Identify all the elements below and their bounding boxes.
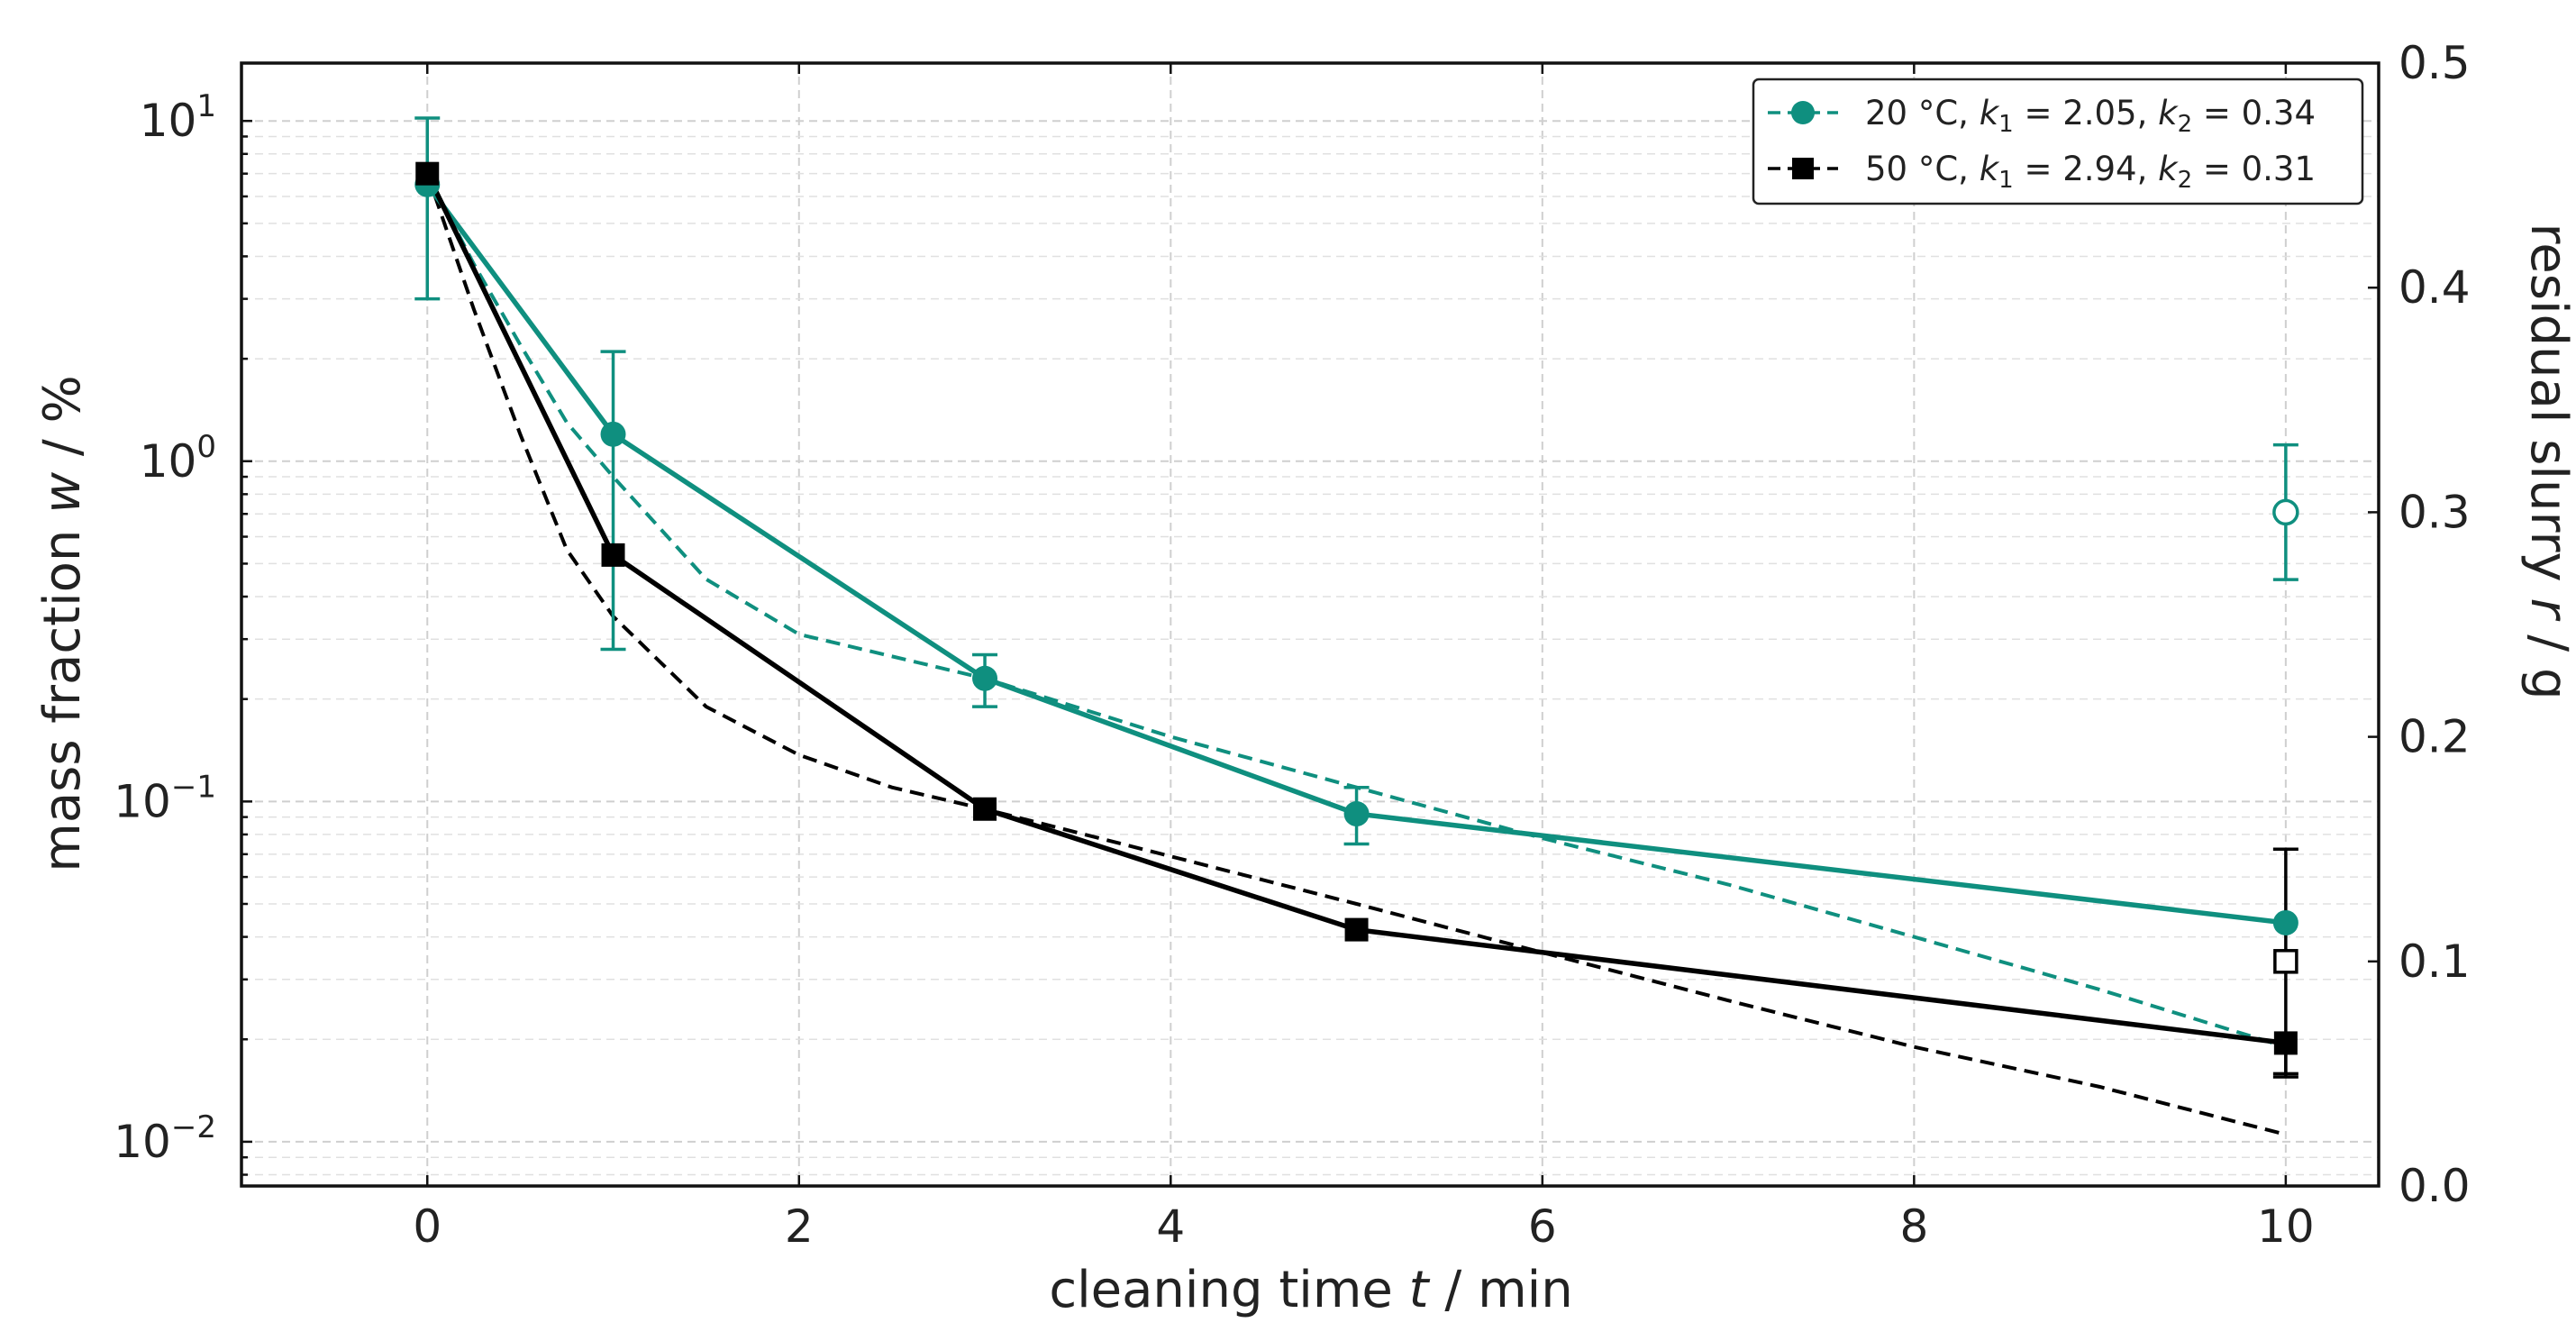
y2-tick-label: 0.0 bbox=[2399, 1160, 2471, 1212]
legend-box bbox=[1752, 78, 2364, 205]
y2-tick-label: 0.2 bbox=[2399, 711, 2471, 763]
x-tick-label: 4 bbox=[1156, 1200, 1185, 1253]
data-point-series-1 bbox=[415, 161, 440, 186]
data-point-series-1 bbox=[601, 543, 625, 567]
legend-entry-50c: 50 °C, k1 = 2.94, k2 = 0.31 bbox=[1768, 150, 2316, 194]
x-tick-label: 6 bbox=[1528, 1200, 1557, 1253]
x-tick-label: 8 bbox=[1899, 1200, 1928, 1253]
legend-entry-20c: 20 °C, k1 = 2.05, k2 = 0.34 bbox=[1768, 94, 2316, 138]
y-tick-label: 10−2 bbox=[114, 1109, 216, 1168]
data-point-series-1 bbox=[2273, 1031, 2298, 1055]
y2-tick-label: 0.3 bbox=[2399, 486, 2471, 538]
y2-tick-label: 0.5 bbox=[2399, 37, 2471, 89]
residual-point-series-1 bbox=[2273, 949, 2298, 974]
legend-label-50c: 50 °C, k1 = 2.94, k2 = 0.31 bbox=[1865, 150, 2316, 194]
y-tick-label: 10−1 bbox=[114, 769, 216, 827]
y-axis-label: mass fraction w / % bbox=[33, 375, 92, 871]
plot-frame bbox=[240, 61, 2380, 1188]
legend: 20 °C, k1 = 2.05, k2 = 0.34 50 °C, k1 = … bbox=[1752, 78, 2364, 205]
legend-label-20c: 20 °C, k1 = 2.05, k2 = 0.34 bbox=[1865, 94, 2316, 138]
legend-marker-20c bbox=[1791, 101, 1815, 124]
x-tick-label: 0 bbox=[413, 1200, 441, 1253]
residual-point-series-0 bbox=[2272, 498, 2299, 526]
y2-tick-label: 0.4 bbox=[2399, 261, 2471, 314]
axis-ticks: 0 2 4 6 8 10 101 100 10−1 10−2 0.0 0.1 0.2 0.3 0.4 0.5 bbox=[114, 37, 2470, 1253]
data-point-series-0 bbox=[972, 665, 998, 691]
data-markers bbox=[414, 161, 2299, 1055]
y-tick-label: 100 bbox=[140, 429, 216, 488]
data-point-series-0 bbox=[2272, 909, 2298, 935]
x-tick-label: 10 bbox=[2257, 1200, 2315, 1253]
data-point-series-0 bbox=[1343, 801, 1370, 827]
data-point-series-1 bbox=[1344, 917, 1369, 942]
data-point-series-0 bbox=[600, 421, 626, 447]
plot-border bbox=[240, 61, 2380, 1188]
y2-tick-label: 0.1 bbox=[2399, 935, 2471, 988]
grid bbox=[241, 63, 2379, 1186]
x-tick-label: 2 bbox=[785, 1200, 814, 1253]
legend-marker-50c bbox=[1792, 158, 1814, 179]
y-tick-label: 101 bbox=[140, 88, 216, 147]
data-point-series-1 bbox=[973, 797, 997, 821]
x-axis-label: cleaning time t / min bbox=[1049, 1261, 1572, 1319]
y2-axis-label: residual slurry r / g bbox=[2519, 224, 2576, 700]
fit-curve-series-1 bbox=[425, 173, 2287, 1136]
